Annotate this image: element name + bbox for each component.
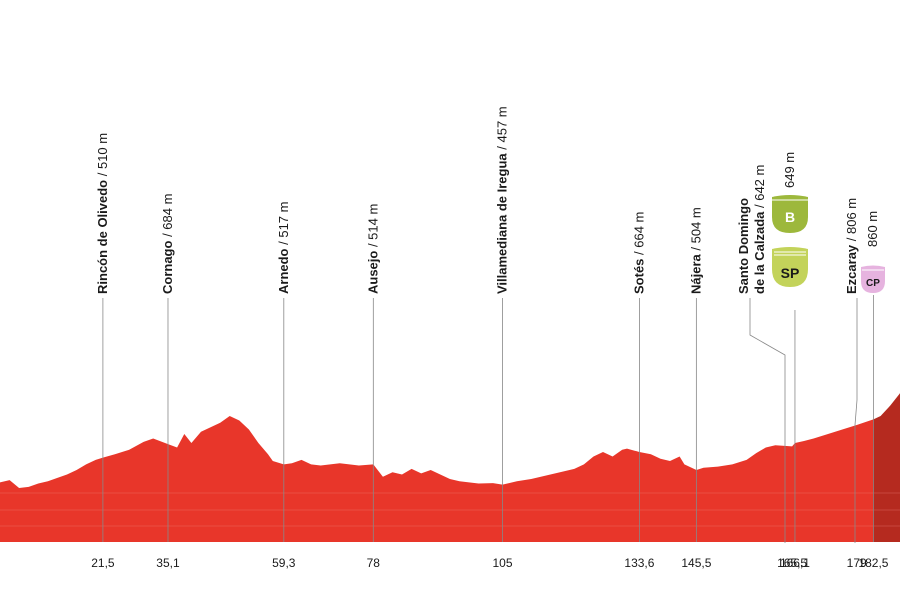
km-label: 78: [367, 556, 381, 570]
sprint-badge-label: SP: [781, 265, 800, 281]
km-label: 179: [847, 556, 867, 570]
km-label: 182,5: [858, 556, 888, 570]
town-altitude: / 642 m: [752, 165, 767, 212]
town-altitude: / 510 m: [95, 133, 110, 180]
town-altitude: / 457 m: [495, 106, 510, 153]
town-altitude: / 806 m: [844, 198, 859, 245]
marker-name-label: 649 m: [782, 152, 797, 188]
marker-lines: [102, 295, 874, 542]
leader-ezcaray: [854, 298, 858, 543]
point-altitude: 860 m: [865, 211, 880, 247]
marker-name-label: Ezcaray / 806 m: [844, 198, 859, 294]
town-name: Ausejo: [365, 251, 380, 294]
bonus-badge-label: B: [785, 209, 795, 225]
marker-name-label: Rincón de Olivedo / 510 m: [95, 133, 110, 294]
marker-name-label: Nájera / 504 m: [688, 207, 703, 294]
bonus-badge: B: [772, 195, 808, 233]
marker-labels: Rincón de Olivedo / 510 m Cornago / 684 m…: [95, 106, 880, 294]
town-altitude: / 684 m: [160, 194, 175, 241]
km-label: 21,5: [91, 556, 115, 570]
town-altitude: / 504 m: [688, 207, 703, 254]
town-name: Arnedo: [276, 248, 291, 294]
marker-name-label: Ausejo / 514 m: [365, 204, 380, 294]
km-label: 105: [493, 556, 513, 570]
elevation-bands: [0, 492, 900, 527]
point-altitude: 649 m: [782, 152, 797, 188]
town-name: Santo Domingo: [736, 198, 751, 294]
town-name-line2: de la Calzada: [752, 211, 767, 294]
marker-name-label: Sotés / 664 m: [631, 212, 646, 294]
km-label: 165,5: [777, 556, 807, 570]
marker-name-label: Cornago / 684 m: [160, 194, 175, 294]
town-name: Ezcaray: [844, 244, 859, 294]
km-label: 145,5: [681, 556, 711, 570]
checkpoint-badge-label: CP: [866, 278, 880, 289]
town-altitude: / 517 m: [276, 202, 291, 249]
marker-name-label: Arnedo / 517 m: [276, 202, 291, 294]
marker-name-label: 860 m: [865, 211, 880, 247]
km-label: 166,1: [780, 556, 810, 570]
town-altitude: / 514 m: [365, 204, 380, 251]
checkpoint-badge: CP: [861, 265, 885, 293]
marker-name-label: Santo Domingode la Calzada / 642 m: [736, 165, 767, 294]
town-name: Villamediana de Iregua: [495, 153, 510, 294]
marker-name-label: Villamediana de Iregua / 457 m: [495, 106, 510, 294]
town-altitude: / 664 m: [631, 212, 646, 259]
sprint-badge: SP: [772, 247, 808, 287]
leader-santo-domingo: [749, 298, 786, 543]
town-name: Sotés: [631, 259, 646, 294]
elevation-area-main: [0, 416, 873, 542]
km-label: 59,3: [272, 556, 296, 570]
km-label: 133,6: [624, 556, 654, 570]
town-name: Rincón de Olivedo: [95, 180, 110, 294]
leader-lines: [749, 298, 858, 543]
elevation-profile: [0, 392, 900, 542]
town-name: Nájera: [688, 253, 703, 294]
elevation-area-final-climb: [873, 392, 900, 542]
town-name: Cornago: [160, 241, 175, 295]
km-label: 35,1: [156, 556, 180, 570]
